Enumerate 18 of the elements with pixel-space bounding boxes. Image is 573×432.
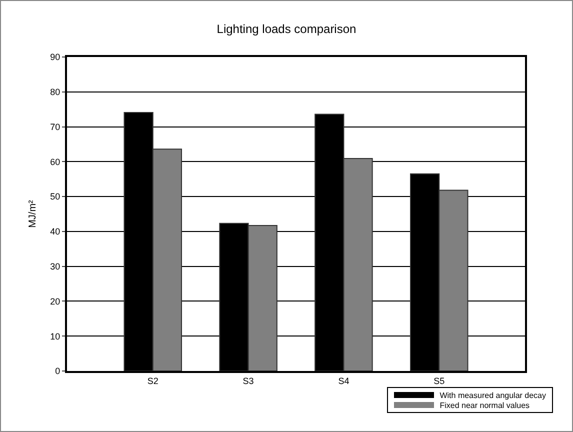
y-tick-label: 0	[55, 366, 60, 376]
y-axis-title: MJ/m²	[28, 199, 39, 228]
y-tick-label: 90	[50, 52, 60, 62]
y-tick-label: 20	[50, 296, 60, 306]
legend-label: With measured angular decay	[440, 390, 546, 400]
y-tick-label: 50	[50, 192, 60, 202]
y-tick-label: 10	[50, 331, 60, 342]
y-tick-label: 70	[50, 122, 60, 132]
y-tick-label: 80	[50, 87, 60, 98]
x-tick-label: S4	[338, 376, 350, 386]
x-tick-label: S5	[434, 376, 445, 386]
chart-title: Lighting loads comparison	[216, 22, 356, 36]
x-tick-label: S3	[242, 376, 254, 386]
y-tick-label: 60	[50, 156, 60, 167]
y-tick-label: 30	[50, 261, 60, 272]
legend-label: Fixed near normal values	[440, 400, 530, 410]
x-tick-label: S2	[147, 376, 158, 386]
y-tick-label: 40	[50, 226, 60, 237]
